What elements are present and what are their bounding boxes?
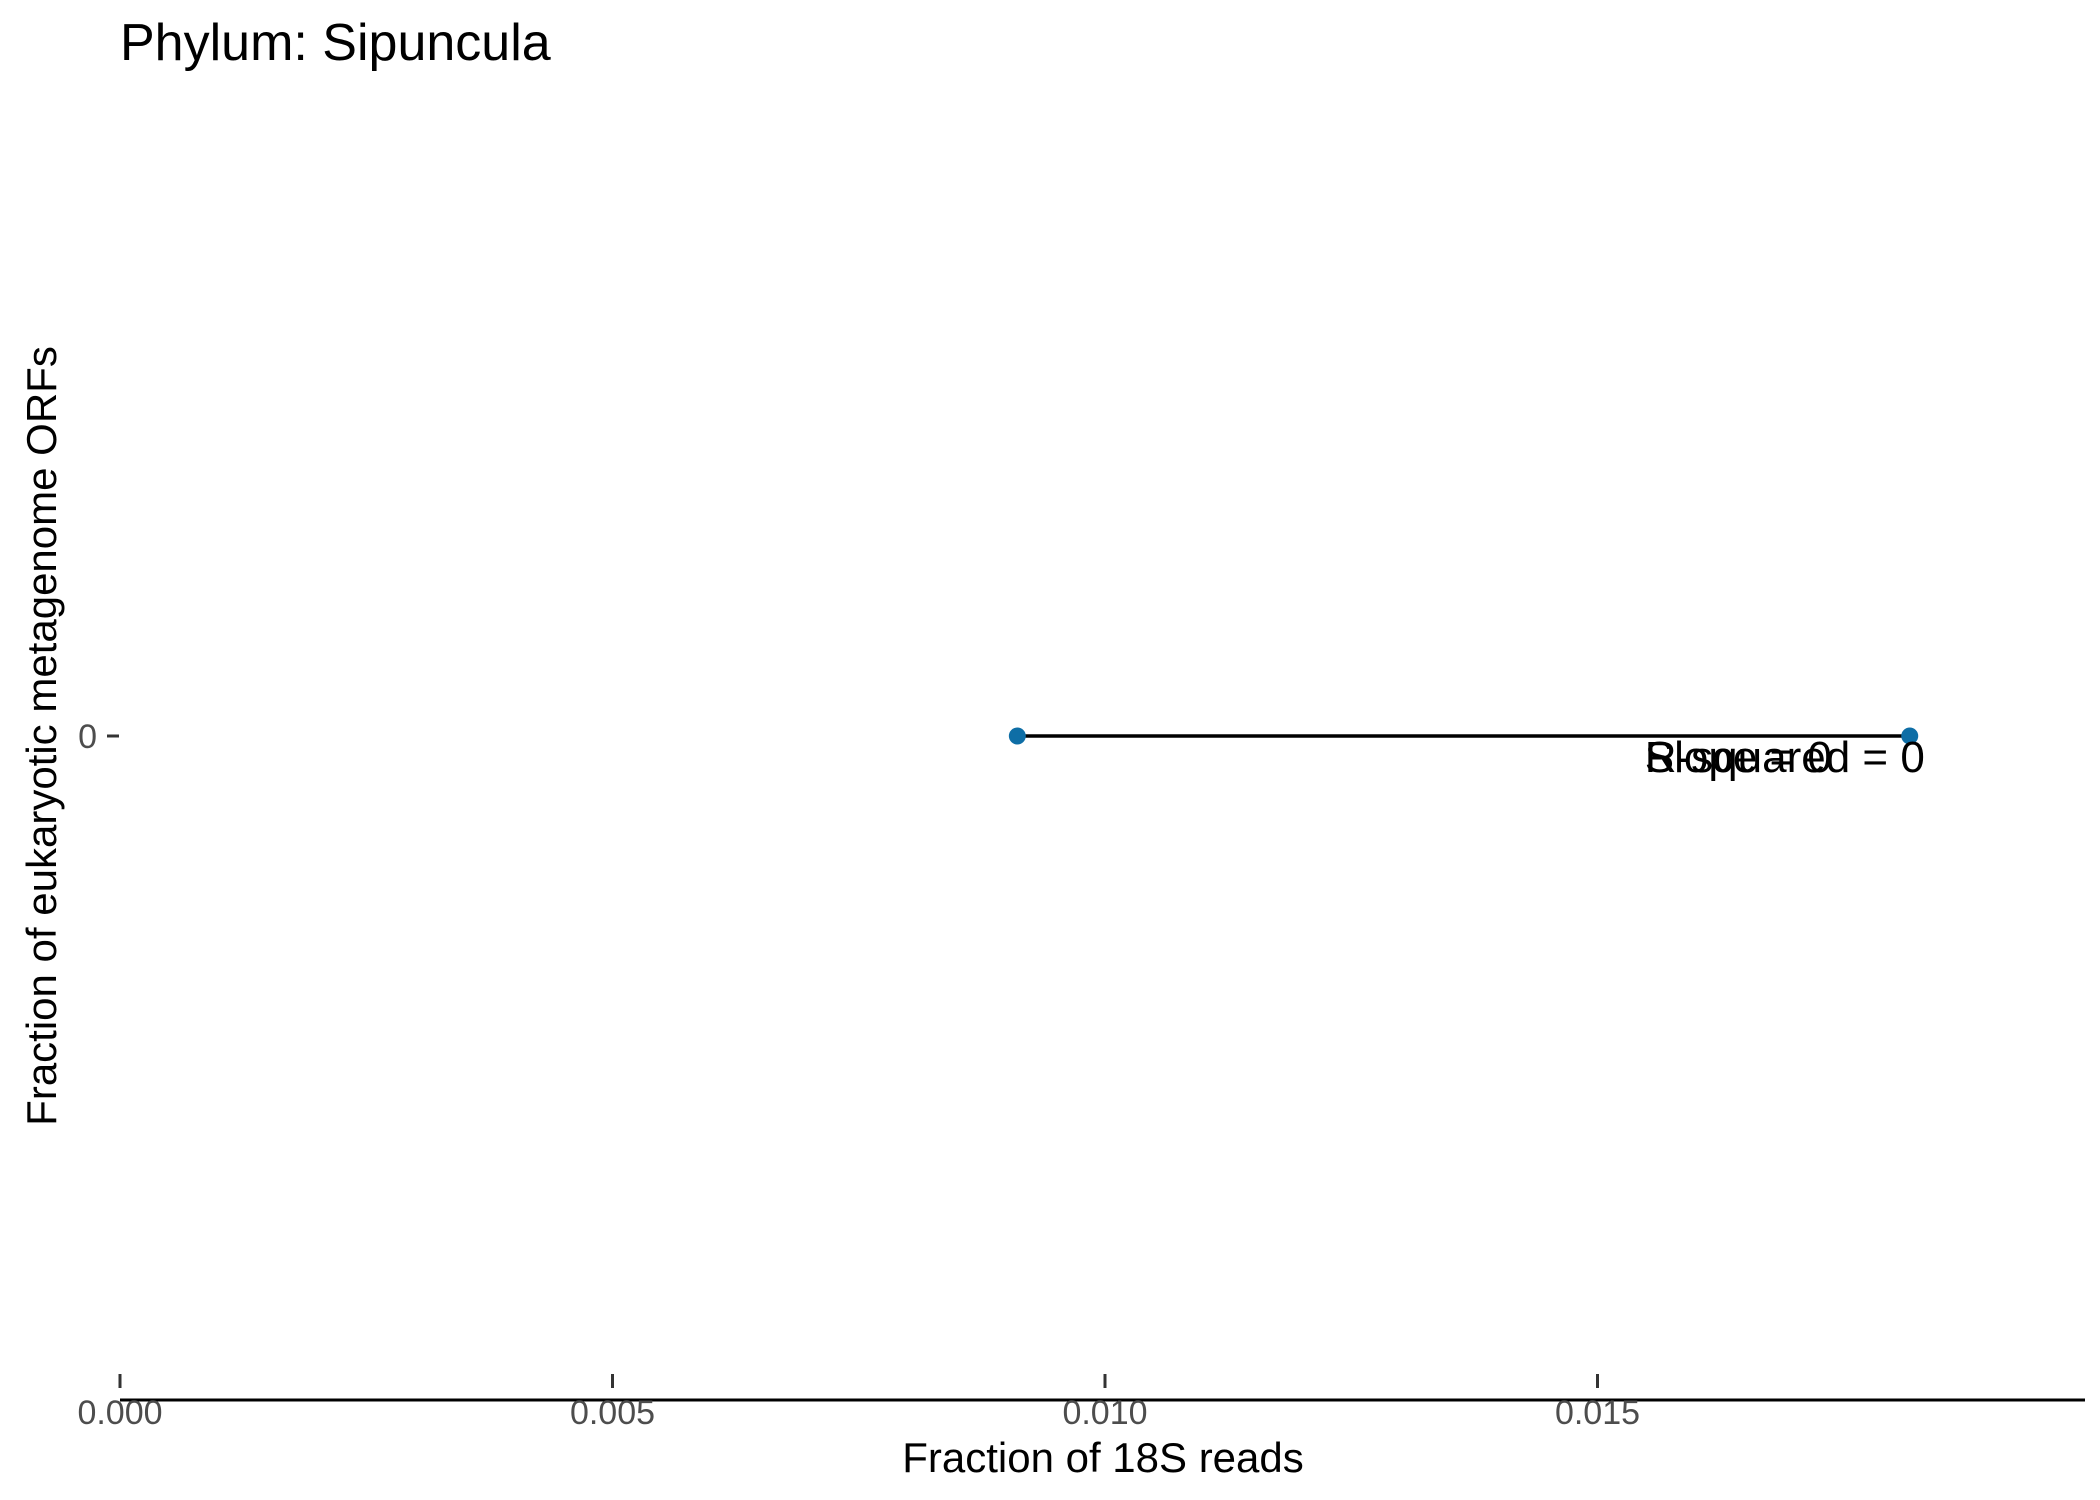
chart-title: Phylum: Sipuncula (120, 14, 551, 72)
data-points-layer (1008, 727, 1919, 745)
x-tick-label: 0.015 (1555, 1394, 1640, 1432)
x-axis-ticks: 0.000 0.005 0.010 0.015 (77, 1374, 1640, 1432)
y-axis-title: Fraction of eukaryotic metagenome ORFs (18, 346, 65, 1126)
annotation-layer: Slope = 0R-squared = 0 (1645, 733, 1925, 782)
x-tick-label: 0.010 (1062, 1394, 1147, 1432)
y-axis-ticks: 0 (78, 718, 119, 756)
y-tick-label: 0 (78, 718, 97, 756)
r-squared-annotation: R-squared = 0 (1645, 733, 1925, 782)
slope-annotation: Slope = 0 (1645, 733, 1832, 782)
data-point (1901, 727, 1919, 745)
plot-area: 0.000 0.005 0.010 0.015 0 Slope = 0R-square… (77, 718, 2085, 1432)
x-axis-title: Fraction of 18S reads (902, 1434, 1304, 1481)
x-tick-label: 0.005 (570, 1394, 655, 1432)
data-point (1008, 727, 1026, 745)
x-tick-label: 0.000 (77, 1394, 162, 1432)
